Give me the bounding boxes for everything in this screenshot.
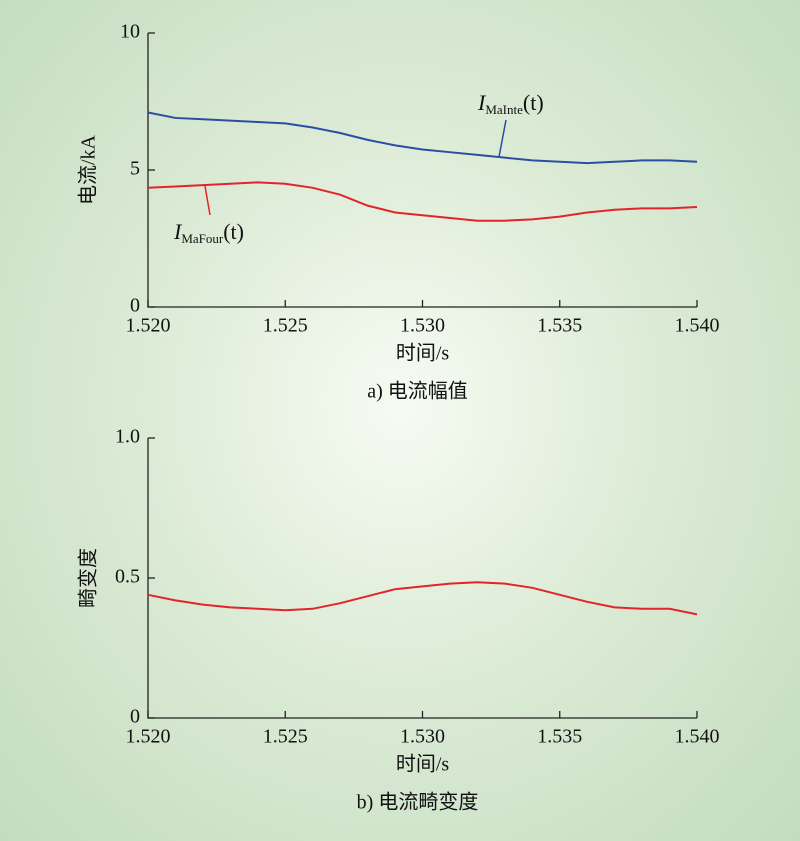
x-axis-label: 时间/s — [396, 753, 450, 776]
x-tick-label: 1.520 — [126, 726, 171, 748]
label-suffix: (t) — [523, 90, 544, 115]
y-tick-label: 10 — [120, 21, 140, 43]
x-tick-label: 1.535 — [537, 726, 582, 748]
chart-caption: a) 电流幅值 — [367, 380, 468, 403]
label-symbol: I — [173, 219, 183, 244]
y-tick-label: 0 — [130, 295, 140, 317]
y-tick-label: 5 — [130, 158, 140, 180]
x-tick-label: 1.535 — [537, 315, 582, 337]
x-tick-label: 1.520 — [126, 315, 171, 337]
x-tick-label: 1.540 — [675, 726, 720, 748]
x-tick-label: 1.525 — [263, 726, 308, 748]
y-tick-label: 0 — [130, 706, 140, 728]
label-suffix: (t) — [223, 219, 244, 244]
x-tick-label: 1.525 — [263, 315, 308, 337]
series-label: IMaInte(t) — [477, 90, 544, 117]
axes — [147, 33, 697, 308]
chart-caption: b) 电流畸变度 — [357, 791, 479, 814]
x-tick-label: 1.540 — [675, 315, 720, 337]
label-subscript: MaFour — [181, 231, 224, 246]
label-symbol: I — [477, 90, 487, 115]
annotation-leader — [498, 119, 507, 158]
line — [147, 581, 698, 616]
y-axis-label: 电流/kA — [77, 134, 100, 205]
line — [147, 111, 698, 165]
label-subscript: MaInte — [485, 102, 523, 117]
x-axis-label: 时间/s — [396, 342, 450, 365]
y-tick-label: 0.5 — [115, 566, 140, 588]
x-tick-label: 1.530 — [400, 315, 445, 337]
x-tick-label: 1.530 — [400, 726, 445, 748]
y-tick-label: 1.0 — [115, 426, 140, 448]
annotation-leader — [204, 185, 211, 216]
line — [147, 181, 698, 222]
axes — [147, 438, 697, 719]
y-axis-label: 畸变度 — [77, 548, 100, 608]
series-label: IMaFour(t) — [173, 219, 244, 246]
